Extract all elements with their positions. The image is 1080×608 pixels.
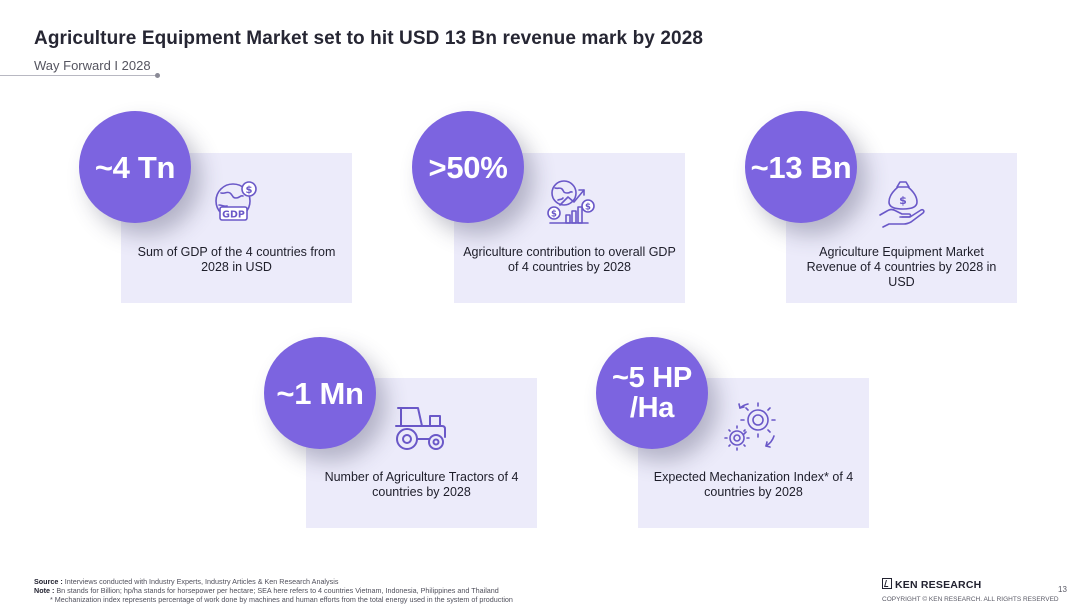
stat-value: ~1 Mn bbox=[276, 375, 364, 411]
stat-value-line2: /Ha bbox=[629, 392, 675, 424]
source-label: Source : bbox=[34, 577, 63, 586]
brand-name: KEN RESEARCH bbox=[895, 579, 982, 591]
subtitle-divider-dot bbox=[155, 73, 160, 78]
note-text: Bn stands for Billion; hp/ha stands for … bbox=[56, 585, 499, 595]
globe-growth-chart-icon: $ $ bbox=[540, 173, 600, 233]
copyright-text: COPYRIGHT © KEN RESEARCH. ALL RIGHTS RES… bbox=[882, 596, 1059, 603]
note-label: Note : bbox=[34, 585, 55, 595]
hand-money-bag-icon: $ bbox=[872, 173, 932, 233]
stat-card-description: Sum of GDP of the 4 countries from 2028 … bbox=[137, 245, 336, 274]
stat-card-gdp: $ GDP Sum of GDP of the 4 countries from… bbox=[121, 153, 352, 303]
svg-text:$: $ bbox=[551, 210, 557, 220]
stat-value: ~4 Tn bbox=[94, 149, 176, 185]
stat-card-description: Expected Mechanization Index* of 4 count… bbox=[653, 470, 854, 499]
brand-logo: KEN RESEARCH bbox=[882, 578, 981, 591]
stat-value-line1: ~5 HP bbox=[612, 362, 692, 394]
gears-icon bbox=[722, 396, 782, 456]
svg-text:$: $ bbox=[899, 194, 907, 207]
stat-circle-tractors: ~1 Mn bbox=[264, 337, 376, 449]
page-title: Agriculture Equipment Market set to hit … bbox=[34, 28, 704, 49]
globe-gdp-icon: $ GDP bbox=[207, 173, 267, 233]
footer-notes: Source : Interviews conducted with Indus… bbox=[34, 577, 594, 604]
stat-value: >50% bbox=[428, 149, 508, 185]
stat-value: ~13 Bn bbox=[750, 149, 852, 185]
ken-logo-icon bbox=[882, 578, 892, 589]
note-text-footnote: * Mechanization index represents percent… bbox=[50, 594, 513, 604]
stat-circle-gdp: ~4 Tn bbox=[79, 111, 191, 223]
svg-text:$: $ bbox=[585, 203, 591, 213]
page-number: 13 bbox=[1058, 585, 1067, 594]
svg-text:GDP: GDP bbox=[222, 210, 245, 221]
tractor-icon bbox=[390, 396, 450, 456]
stat-circle-market-revenue: ~13 Bn bbox=[745, 111, 857, 223]
subtitle-divider bbox=[0, 75, 158, 76]
svg-text:$: $ bbox=[246, 185, 253, 196]
page-subtitle: Way Forward I 2028 bbox=[34, 58, 151, 73]
stat-circle-agri-contribution: >50% bbox=[412, 111, 524, 223]
source-text: Interviews conducted with Industry Exper… bbox=[64, 577, 339, 586]
stat-card-description: Number of Agriculture Tractors of 4 coun… bbox=[324, 470, 519, 499]
stat-card-description: Agriculture Equipment Market Revenue of … bbox=[806, 245, 997, 289]
stat-card-description: Agriculture contribution to overall GDP … bbox=[463, 245, 676, 274]
stat-circle-mechanization: ~5 HP /Ha bbox=[596, 337, 708, 449]
